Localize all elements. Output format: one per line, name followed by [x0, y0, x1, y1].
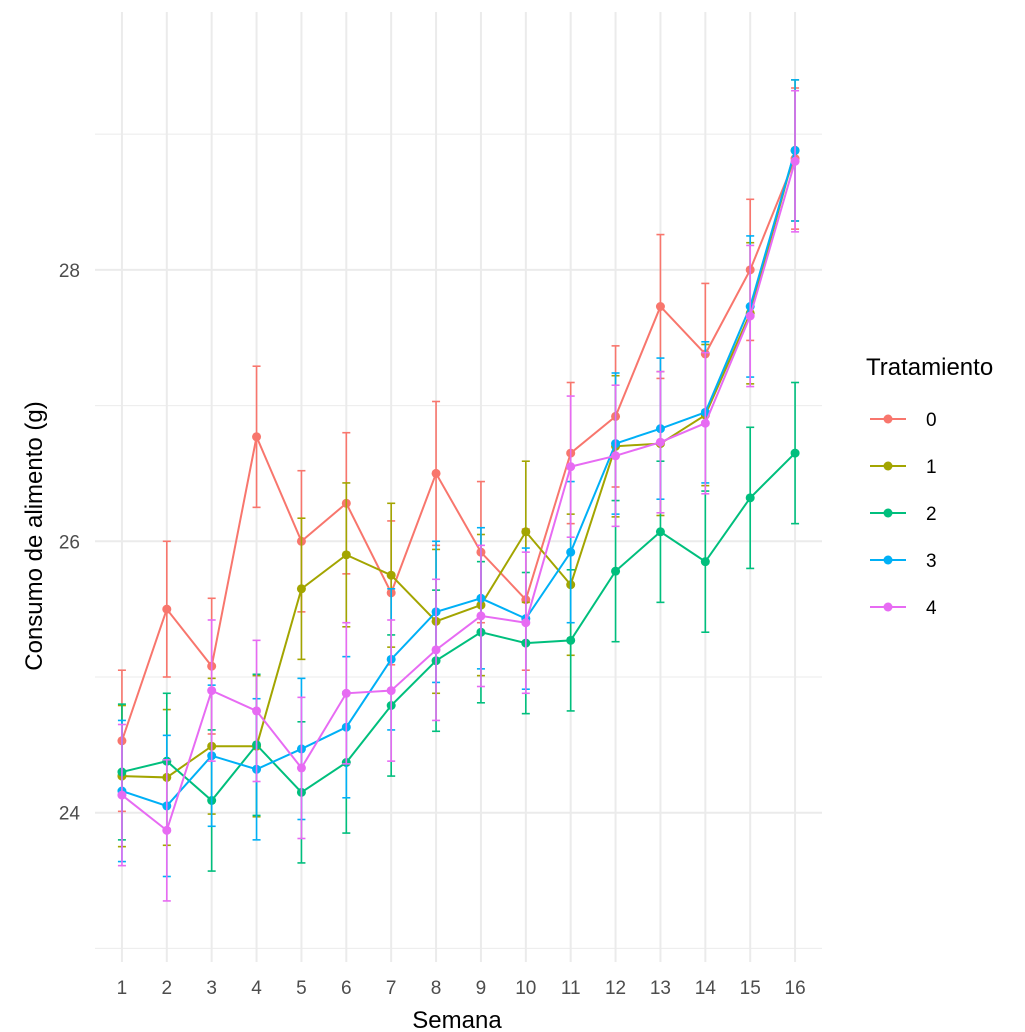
data-point [296, 763, 306, 773]
data-point [566, 635, 576, 645]
series-layer [117, 79, 800, 902]
series-line [121, 150, 797, 808]
legend-item-4: 4 [870, 598, 937, 619]
data-point [162, 604, 172, 614]
legend-item-0: 0 [870, 410, 937, 431]
data-point [790, 448, 800, 458]
legend-item-1: 1 [870, 457, 937, 478]
legend-item-2: 2 [870, 504, 937, 525]
x-tick-label: 3 [206, 978, 217, 999]
data-point [745, 493, 755, 503]
data-point [252, 706, 262, 716]
data-point [521, 618, 531, 628]
data-point [566, 462, 576, 472]
series-line [121, 150, 797, 779]
legend-key-point [883, 508, 893, 518]
legend-label: 2 [926, 504, 937, 525]
data-point [341, 688, 351, 698]
data-point [521, 527, 531, 537]
data-point [655, 527, 665, 537]
grid [95, 12, 822, 962]
x-axis-ticks: 1 2 3 4 5 6 7 8 9 10 11 12 13 14 15 16 [117, 978, 806, 999]
data-point [700, 557, 710, 567]
legend-label: 3 [926, 551, 937, 572]
data-point [611, 451, 621, 461]
x-tick-label: 6 [341, 978, 352, 999]
data-point [476, 611, 486, 621]
x-tick-label: 14 [695, 978, 717, 999]
data-point [117, 790, 127, 800]
data-point [431, 468, 441, 478]
x-tick-label: 9 [476, 978, 487, 999]
series-line [121, 452, 796, 802]
x-tick-label: 2 [162, 978, 173, 999]
x-tick-label: 15 [740, 978, 761, 999]
x-tick-label: 1 [117, 978, 128, 999]
x-tick-label: 5 [296, 978, 307, 999]
data-point [655, 302, 665, 311]
data-point [431, 645, 441, 655]
x-tick-label: 8 [431, 978, 442, 999]
data-point [700, 418, 710, 428]
data-point [296, 584, 306, 594]
data-point [745, 311, 755, 321]
y-axis-title: Consumo de alimento (g) [21, 401, 48, 670]
data-point [386, 686, 396, 696]
x-tick-label: 13 [650, 978, 671, 999]
legend-label: 4 [926, 598, 937, 619]
legend-label: 1 [926, 457, 937, 478]
legend-key-point [883, 461, 893, 471]
x-tick-label: 16 [785, 978, 806, 999]
data-point [790, 156, 800, 166]
x-tick-label: 11 [561, 978, 581, 999]
series-4 [117, 89, 800, 902]
legend-key-point [883, 414, 893, 424]
x-tick-label: 4 [251, 978, 262, 999]
series-3 [117, 79, 800, 878]
data-point [611, 566, 621, 576]
legend-item-3: 3 [870, 551, 937, 572]
data-point [341, 550, 351, 560]
y-tick-label: 28 [59, 261, 80, 282]
x-tick-label: 7 [386, 978, 397, 999]
data-point [252, 432, 262, 442]
data-point [162, 825, 172, 835]
legend-label: 0 [926, 410, 937, 431]
legend-title: Tratamiento [866, 354, 993, 381]
x-tick-label: 10 [515, 978, 536, 999]
data-point [207, 686, 217, 696]
legend-key-point [883, 555, 893, 565]
legend: Tratamiento 0 1 2 3 4 [866, 354, 993, 619]
series-0 [117, 87, 800, 813]
legend-key-point [883, 602, 893, 612]
y-axis-ticks: 24 26 28 [59, 261, 81, 825]
y-tick-label: 26 [59, 532, 80, 553]
series-line [121, 161, 797, 833]
x-axis-title: Semana [412, 1007, 502, 1032]
x-tick-label: 12 [605, 978, 626, 999]
series-line [120, 158, 796, 742]
data-point [655, 437, 665, 447]
data-point [386, 570, 396, 580]
data-point [566, 547, 576, 557]
series-1 [117, 79, 800, 848]
y-tick-label: 24 [59, 804, 81, 825]
